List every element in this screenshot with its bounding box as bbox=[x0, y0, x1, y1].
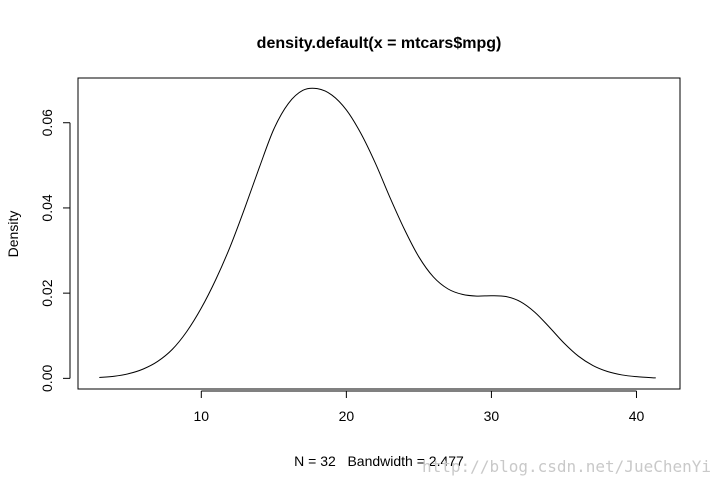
y-tick-label: 0.06 bbox=[39, 109, 55, 136]
x-tick-label: 20 bbox=[339, 408, 355, 424]
x-axis-label: N = 32 Bandwidth = 2.477 bbox=[294, 453, 464, 469]
plot-frame bbox=[77, 77, 681, 390]
density-curve bbox=[99, 87, 656, 379]
y-tick-label: 0.00 bbox=[39, 365, 55, 392]
y-tick-label: 0.04 bbox=[39, 194, 55, 221]
x-tick-label: 30 bbox=[484, 408, 500, 424]
x-tick-label: 40 bbox=[629, 408, 645, 424]
x-tick-label: 10 bbox=[194, 408, 210, 424]
y-axis-label: Density bbox=[5, 211, 21, 258]
watermark: http://blog.csdn.net/JueChenYi bbox=[422, 457, 711, 476]
y-axis: 0.00 0.02 0.04 0.06 bbox=[39, 109, 71, 392]
y-tick-label: 0.02 bbox=[39, 279, 55, 306]
x-axis: 10 20 30 40 bbox=[194, 390, 645, 424]
chart-title: density.default(x = mtcars$mpg) bbox=[257, 35, 502, 52]
